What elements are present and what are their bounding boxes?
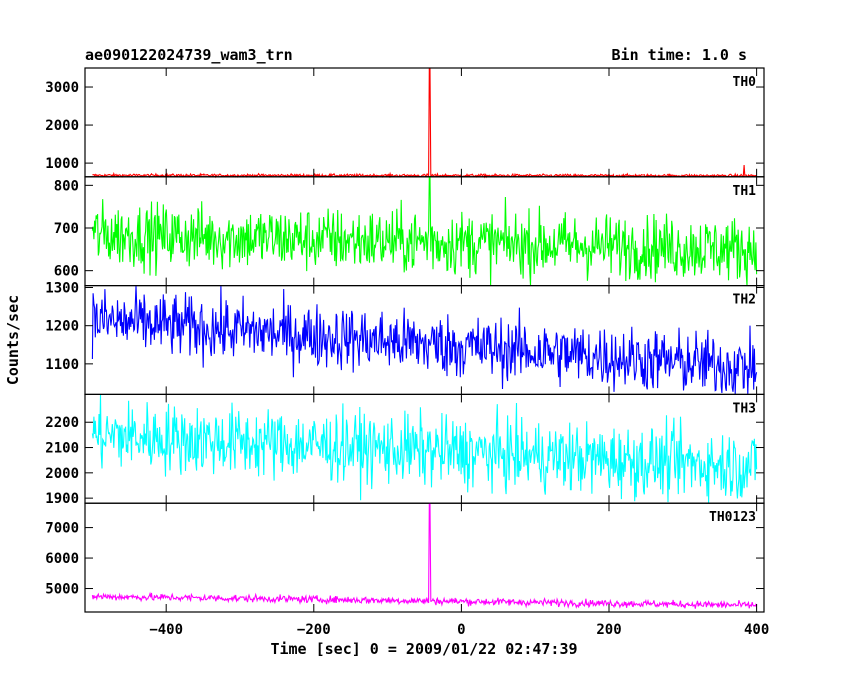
y-tick-label: 7000: [45, 521, 79, 537]
panel-th0123: 5000 6000 7000 TH0123: [45, 502, 765, 613]
y-tick-label: 1100: [45, 357, 79, 373]
panel-th3: 1900 2000 2100 2200 TH3: [45, 393, 765, 507]
x-tick-label: 0: [457, 622, 465, 638]
x-tick-label: −400: [149, 622, 183, 638]
panel-label: TH1: [733, 184, 757, 199]
y-tick-label: 1300: [45, 281, 79, 297]
x-axis-label: Time [sec] 0 = 2009/01/22 02:47:39: [270, 640, 577, 658]
x-tick-label: 200: [596, 622, 621, 638]
y-tick-label: 700: [54, 221, 79, 237]
panel-th2: 1100 1200 1300 TH2: [45, 281, 765, 396]
panels-group: 1000 2000 3000 TH0 600 700 800 TH1 1100 1200 1300 T…: [45, 67, 765, 613]
y-tick-label: 2000: [45, 466, 79, 482]
panel-frame: [84, 67, 765, 178]
chart-title: ae090122024739_wam3_trn: [85, 46, 293, 64]
y-tick-label: 5000: [45, 582, 79, 598]
x-axis: −400 −200 0 200 400: [149, 622, 769, 638]
panel-th0: 1000 2000 3000 TH0: [45, 67, 765, 179]
y-tick-label: 1000: [45, 156, 79, 172]
x-tick-label: −200: [297, 622, 331, 638]
series-th3: [91, 394, 758, 504]
bin-time-label: Bin time: 1.0 s: [612, 46, 747, 64]
y-tick-label: 800: [54, 178, 79, 194]
series-th0: [92, 67, 757, 179]
y-tick-label: 1200: [45, 319, 79, 335]
series-th0123: [91, 502, 758, 609]
panel-label: TH0: [733, 75, 757, 90]
panel-th1: 600 700 800 TH1: [54, 176, 765, 287]
y-tick-label: 2000: [45, 118, 79, 134]
panel-frame: [84, 502, 765, 613]
y-tick-label: 600: [54, 264, 79, 280]
panel-frame: [84, 176, 765, 287]
y-tick-label: 1900: [45, 491, 79, 507]
series-th2: [91, 285, 758, 395]
y-tick-label: 2100: [45, 441, 79, 457]
panel-label: TH0123: [709, 510, 756, 525]
series-th1: [91, 176, 758, 286]
y-tick-label: 3000: [45, 80, 79, 96]
panel-label: TH2: [733, 293, 756, 308]
x-tick-label: 400: [744, 622, 769, 638]
panel-label: TH3: [733, 401, 756, 416]
y-tick-label: 2200: [45, 415, 79, 431]
y-axis-label: Counts/sec: [4, 295, 22, 385]
y-tick-label: 6000: [45, 551, 79, 567]
